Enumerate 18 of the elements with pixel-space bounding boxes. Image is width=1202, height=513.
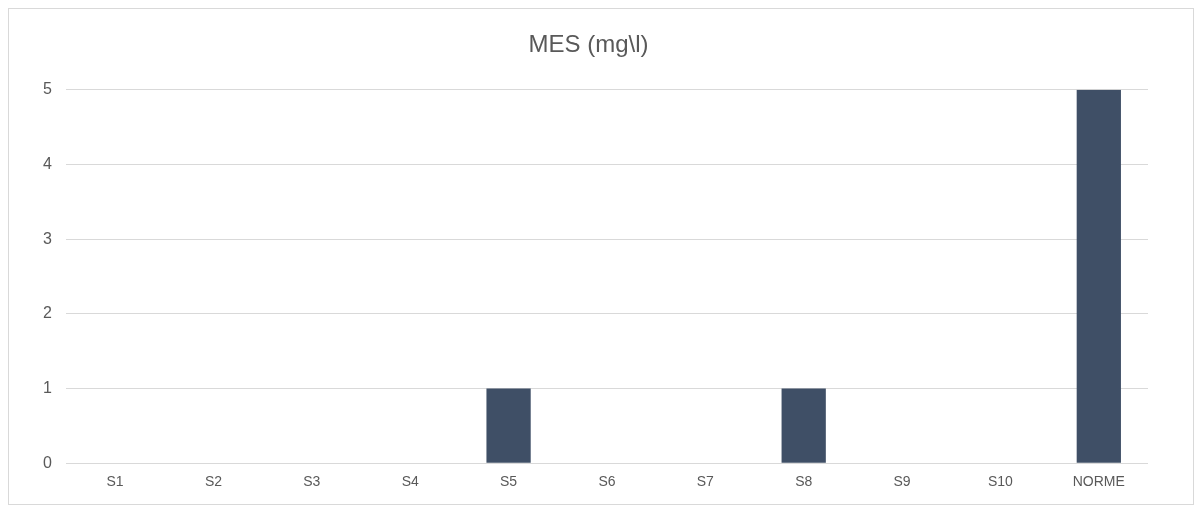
x-tick-label: S4 xyxy=(401,473,419,490)
x-tick-label: S3 xyxy=(303,473,321,490)
x-tick-label: S8 xyxy=(795,473,813,490)
y-tick-label: 3 xyxy=(42,229,52,247)
x-tick-label: S9 xyxy=(893,473,911,490)
x-tick-label: S5 xyxy=(500,473,518,490)
y-tick-label: 1 xyxy=(42,378,52,396)
x-tick-label: S1 xyxy=(106,473,124,490)
chart-title: MES (mg\l) xyxy=(528,30,649,58)
x-tick-label: S10 xyxy=(987,473,1014,490)
y-tick-label: 0 xyxy=(42,453,52,471)
y-tick-label: 5 xyxy=(42,80,52,98)
x-tick-label: S7 xyxy=(696,473,715,490)
x-tick-label: NORME xyxy=(1072,473,1125,490)
y-tick-label: 4 xyxy=(42,154,52,172)
y-tick-label: 2 xyxy=(42,304,52,322)
x-tick-label: S6 xyxy=(598,473,616,490)
x-tick-label: S2 xyxy=(204,473,223,490)
